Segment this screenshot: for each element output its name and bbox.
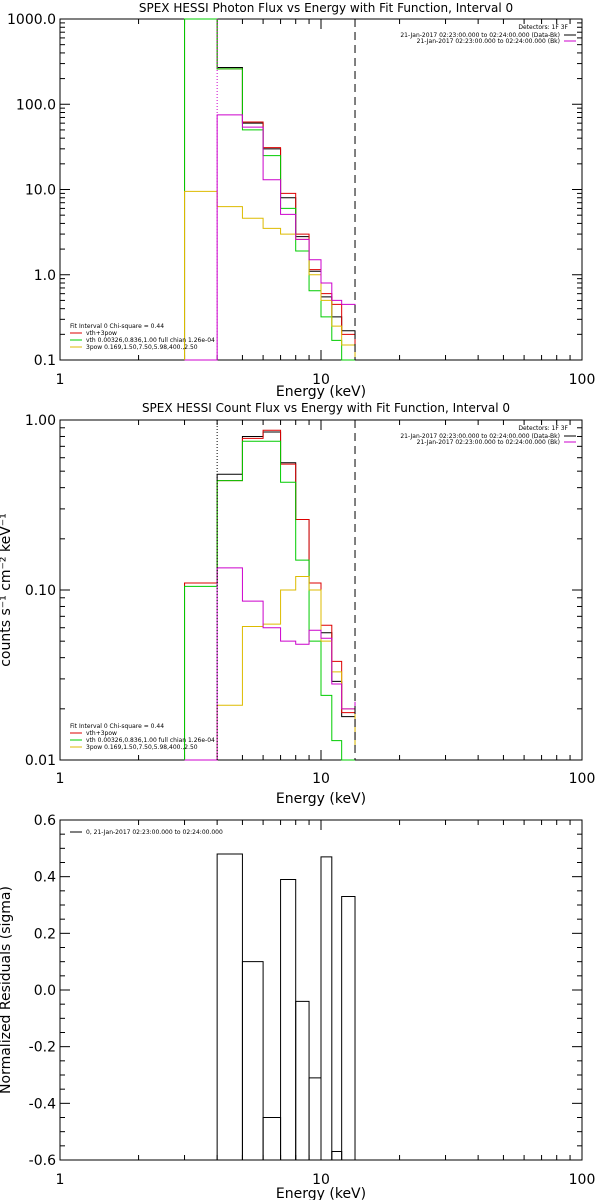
residual-bar: [320, 856, 333, 1160]
count-flux-panel: SPEX HESSI Count Flux vs Energy with Fit…: [0, 401, 595, 807]
photon-flux-plot-layer: 1 10 100 1000.0 100.0 10.0 1.0 0.1 Detectors: 1F…: [7, 12, 595, 388]
x-tick-label: 10: [312, 372, 330, 388]
residual-bar: [308, 1077, 322, 1160]
x-tick-label: 100: [569, 372, 596, 388]
residual-bar: [241, 961, 264, 1160]
legend-right-label: 21-Jan-2017 02:23:00.000 to 02:24:00.000…: [400, 32, 560, 39]
x-tick-label: 100: [569, 1172, 596, 1188]
legend-left-label: vth+3pow: [86, 730, 117, 737]
x-tick-label: 10: [312, 771, 330, 787]
residual-bar: [331, 1151, 343, 1160]
x-tick-label: 1: [56, 1172, 65, 1188]
series-vth: [184, 18, 356, 361]
series-vth: [184, 440, 356, 761]
x-tick-label: 1: [56, 771, 65, 787]
count-flux-ylabel: counts s⁻¹ cm⁻² keV⁻¹: [0, 513, 14, 667]
legend-left-label: vth 0.00326,0.836,1.00 full chian 1.26e-…: [86, 737, 215, 744]
residual-bar: [216, 853, 243, 1160]
series-3pow: [184, 190, 356, 360]
residuals-xlabel: Energy (keV): [276, 1186, 366, 1200]
photon-flux-title: SPEX HESSI Photon Flux vs Energy with Fi…: [139, 1, 513, 15]
residuals-plot-layer: 1 10 100 0.6 0.4 0.2 0.0 -0.2 -0.4 -0.6 0, 21-Jan-…: [29, 813, 596, 1188]
detectors-label: Detectors: 1F 3F: [518, 24, 568, 31]
y-tick-label: 0.1: [34, 353, 56, 369]
legend-left-header: Fit Interval 0 Chi-square = 0.44: [70, 723, 164, 730]
y-tick-label: 0.6: [34, 813, 56, 829]
residual-bar: [262, 1117, 282, 1160]
x-tick-label: 1: [56, 372, 65, 388]
count-flux-xlabel: Energy (keV): [276, 791, 366, 807]
legend-right-label: 21-Jan-2017 02:23:00.000 to 02:24:00.000…: [400, 433, 560, 440]
x-tick-label: 100: [569, 771, 596, 787]
residual-bar: [280, 879, 297, 1160]
y-tick-label: 1.0: [34, 268, 56, 284]
y-tick-label: 0.01: [25, 753, 56, 769]
y-tick-label: 0.2: [34, 926, 56, 942]
residuals-ylabel: Normalized Residuals (sigma): [0, 886, 14, 1094]
legend-left-label: 3pow 0.169,1.50,7.50,5.98,400.,2.50: [86, 744, 198, 751]
series-data-bk: [184, 18, 356, 360]
series-vth-3pow: [184, 429, 356, 760]
residual-legend-label: 0, 21-Jan-2017 02:23:00.000 to 02:24:00.…: [86, 829, 223, 836]
y-tick-label: 1.00: [25, 413, 56, 429]
series-bk: [184, 567, 356, 761]
legend-right-label: 21-Jan-2017 02:23:00.000 to 02:24:00.000…: [417, 439, 560, 446]
count-flux-title: SPEX HESSI Count Flux vs Energy with Fit…: [142, 401, 510, 415]
residual-bar: [341, 896, 356, 1160]
y-tick-label: -0.4: [29, 1096, 56, 1112]
legend-left-label: vth 0.00326,0.836,1.00 full chian 1.26e-…: [86, 337, 215, 344]
residual-bar: [295, 1000, 310, 1160]
y-tick-label: -0.6: [29, 1153, 56, 1169]
y-tick-label: 0.0: [34, 983, 56, 999]
series-bk: [184, 114, 356, 361]
y-tick-label: 100.0: [16, 97, 56, 113]
legend-left-label: 3pow 0.169,1.50,7.50,5.98,400.,2.50: [86, 344, 198, 351]
y-tick-label: 0.4: [34, 870, 56, 886]
legend-left-header: Fit Interval 0 Chi-square = 0.44: [70, 323, 164, 330]
legend-left-label: vth+3pow: [86, 330, 117, 337]
photon-flux-xlabel: Energy (keV): [276, 384, 366, 400]
detectors-label: Detectors: 1F 3F: [518, 425, 568, 432]
y-tick-label: 1000.0: [7, 12, 56, 28]
x-tick-label: 10: [312, 1172, 330, 1188]
series-vth-3pow: [184, 18, 356, 360]
y-tick-label: 0.10: [25, 583, 56, 599]
y-tick-label: -0.2: [29, 1040, 56, 1056]
photon-flux-panel: SPEX HESSI Photon Flux vs Energy with Fi…: [7, 1, 595, 400]
series-data-bk: [184, 431, 356, 760]
y-tick-label: 10.0: [25, 183, 56, 199]
legend-right-label: 21-Jan-2017 02:23:00.000 to 02:24:00.000…: [417, 38, 560, 45]
residuals-panel: Energy (keV) Normalized Residuals (sigma…: [0, 813, 595, 1200]
series-3pow: [184, 576, 356, 761]
